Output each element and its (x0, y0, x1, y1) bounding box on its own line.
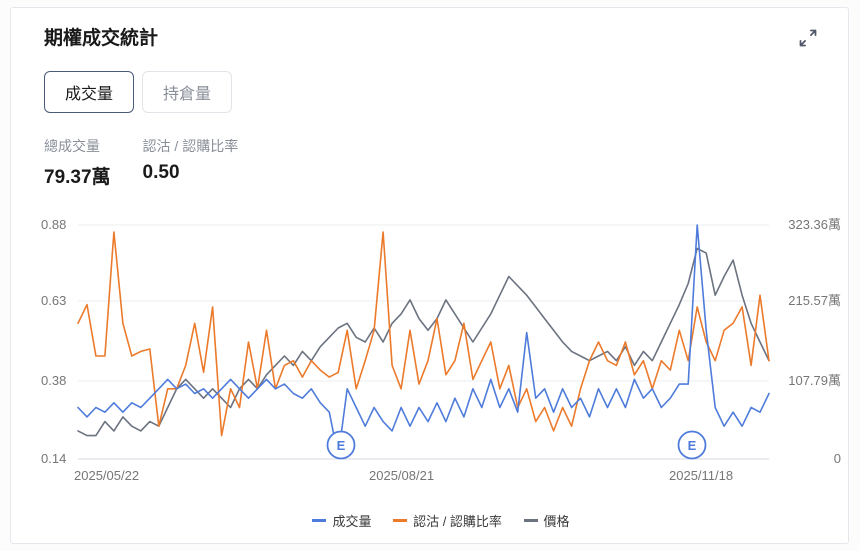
svg-text:323.36萬: 323.36萬 (788, 218, 841, 232)
svg-text:2025/05/22: 2025/05/22 (74, 468, 139, 483)
svg-text:107.79萬: 107.79萬 (788, 373, 841, 388)
svg-text:0.88: 0.88 (41, 218, 66, 232)
svg-text:2025/08/21: 2025/08/21 (369, 468, 434, 483)
svg-text:2025/11/18: 2025/11/18 (669, 468, 733, 483)
svg-text:215.57萬: 215.57萬 (788, 293, 841, 308)
svg-text:E: E (688, 438, 697, 453)
svg-text:0.63: 0.63 (41, 293, 66, 308)
svg-text:0: 0 (834, 451, 841, 466)
svg-text:0.38: 0.38 (41, 373, 66, 388)
svg-text:E: E (337, 438, 346, 453)
svg-text:0.14: 0.14 (41, 451, 66, 466)
